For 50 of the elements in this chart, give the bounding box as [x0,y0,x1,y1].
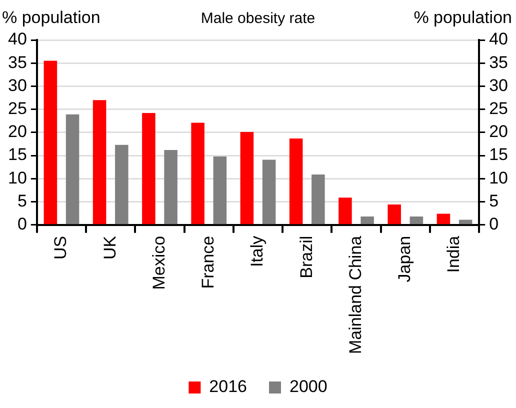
y2-tick-label: 0 [489,214,499,234]
x-tick-label: France [198,236,218,289]
y-tick-label: 0 [17,214,27,234]
bar [458,220,472,224]
bar [436,214,450,224]
x-tick-label: Brazil [296,236,316,278]
bar [289,138,303,224]
y-axis-title: % population [2,8,100,28]
y2-axis-title: % population [414,8,512,28]
bar [92,100,106,224]
y-tick-label: 35 [8,52,27,72]
y-tick-label: 25 [8,99,27,118]
bar [262,160,276,224]
chart-title: Male obesity rate [200,10,316,27]
y2-tick-label: 20 [489,122,508,142]
y2-tick-label: 30 [489,76,508,95]
bar [44,60,58,224]
bar [191,122,204,224]
y-tick-label: 10 [8,168,27,188]
bar [240,132,254,224]
x-tick-label: India [444,235,464,273]
x-tick-label: Italy [248,235,267,268]
y2-tick-label: 40 [489,30,508,49]
bar [410,216,424,224]
bar [115,144,128,224]
y-tick-label: 20 [8,122,27,142]
x-tick-label: Japan [395,236,414,282]
y2-tick-label: 25 [489,99,508,118]
legend-label: 2016 [209,377,248,396]
y2-tick-label: 10 [489,168,508,188]
y2-tick-label: 35 [489,52,508,72]
y2-tick-label: 5 [489,191,499,210]
x-tick-label: US [51,236,70,260]
bar [360,216,374,224]
y-tick-label: 5 [17,191,27,210]
y-tick-label: 40 [8,30,27,49]
x-tick-label: Mainland China [346,235,365,354]
bar [312,174,325,224]
y2-tick-label: 15 [489,145,508,164]
x-tick-label: Mexico [149,236,168,290]
bar [164,150,178,224]
bar [142,113,156,224]
y-tick-label: 30 [8,76,27,95]
y-tick-label: 15 [8,145,27,164]
legend-label: 2000 [290,377,328,396]
bar [213,156,227,224]
bar [338,198,352,224]
x-tick-label: UK [100,235,120,260]
bar [388,204,401,224]
bar [66,114,80,224]
